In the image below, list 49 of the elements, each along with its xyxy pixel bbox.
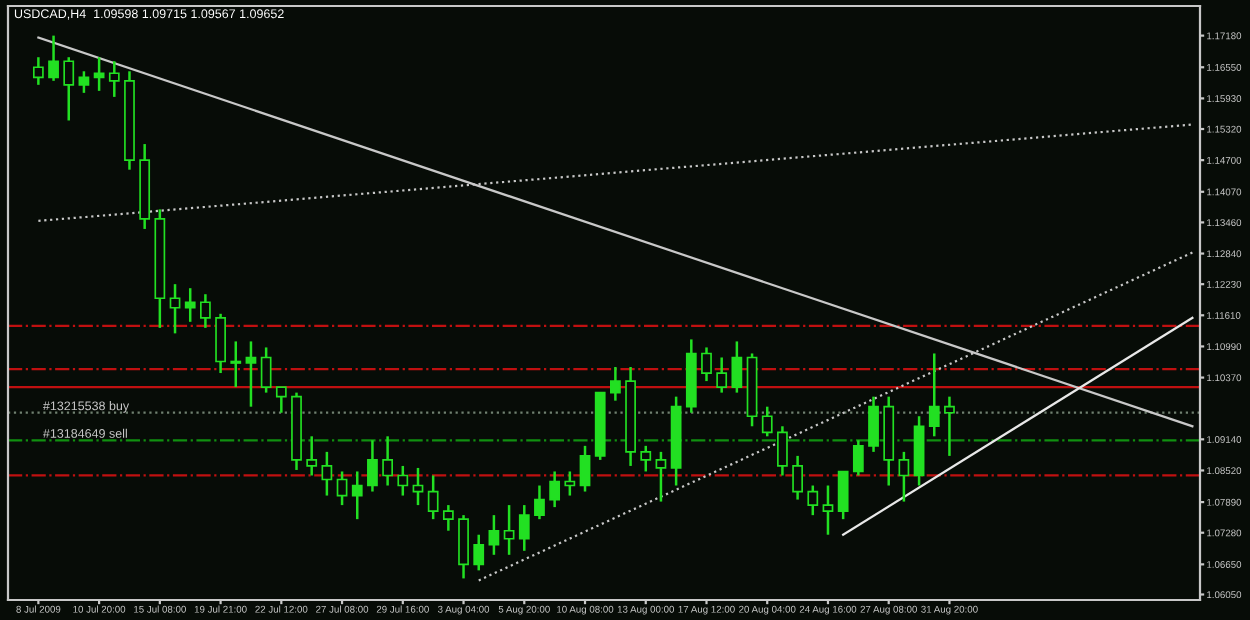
candlestick [245, 340, 257, 408]
candlestick [382, 435, 394, 487]
candlestick [777, 425, 788, 477]
candlestick [427, 474, 439, 521]
candlestick [108, 59, 120, 99]
candlestick [822, 484, 834, 536]
candlestick [716, 356, 728, 394]
candlestick [275, 385, 287, 414]
candlestick [852, 439, 864, 477]
candlestick [868, 395, 879, 454]
candlestick [48, 34, 59, 83]
candlestick [200, 292, 211, 330]
candlestick [260, 346, 272, 394]
candlestick [564, 470, 576, 497]
candlestick [351, 470, 363, 521]
candlestick [93, 55, 105, 93]
candlestick [701, 346, 712, 383]
candlestick [306, 435, 318, 477]
candlestick [215, 312, 226, 375]
candlestick [807, 484, 819, 517]
candlestick [837, 470, 849, 521]
candlestick [928, 352, 940, 438]
candlestick [944, 395, 955, 458]
candlestick [898, 450, 910, 503]
candlestick [321, 450, 333, 497]
candlestick [442, 503, 454, 532]
candlestick [731, 340, 743, 394]
candlestick [458, 513, 469, 580]
candlestick [336, 470, 348, 507]
candlestick [761, 405, 773, 438]
candlestick [655, 450, 667, 503]
candlestick [488, 513, 500, 557]
candlestick [169, 282, 181, 335]
candlestick [63, 55, 75, 122]
candlestick [32, 55, 44, 87]
candlestick [534, 484, 545, 521]
candlestick [579, 444, 591, 493]
candlestick [549, 470, 561, 509]
candlestick [609, 365, 621, 402]
candlestick [230, 340, 242, 389]
candlestick [397, 464, 409, 497]
candlestick [367, 439, 378, 493]
candlestick [184, 286, 196, 324]
candlestick [503, 503, 515, 557]
candlestick [792, 454, 803, 501]
candlestick [518, 503, 530, 553]
candlestick [473, 533, 485, 572]
candlestick [78, 70, 90, 95]
candlestick [640, 444, 652, 473]
